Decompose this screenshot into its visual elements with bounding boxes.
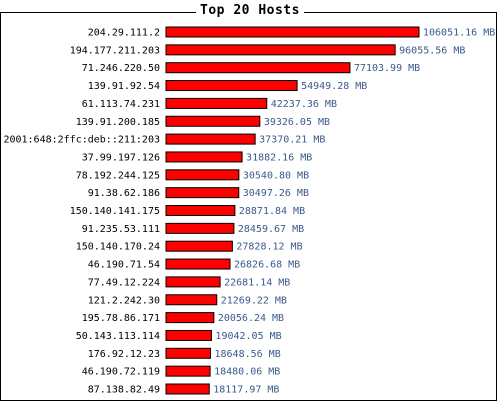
category-label: 204.29.111.2 — [88, 28, 160, 39]
value-label: 28459.67 MB — [238, 224, 304, 235]
value-label: 30540.80 MB — [243, 170, 309, 181]
category-label: 78.192.244.125 — [76, 170, 160, 181]
bar — [165, 347, 211, 359]
value-label: 20056.24 MB — [218, 313, 284, 324]
bar — [165, 365, 211, 377]
category-label: 139.91.92.54 — [88, 81, 160, 92]
value-label: 27828.12 MB — [236, 242, 302, 253]
category-label: 194.177.211.203 — [70, 45, 160, 56]
category-label: 91.38.62.186 — [88, 188, 160, 199]
bar — [165, 312, 215, 324]
category-label: 61.113.74.231 — [82, 99, 160, 110]
bar — [165, 187, 240, 199]
bar — [165, 133, 256, 145]
value-label: 106051.16 MB — [423, 28, 495, 39]
bar — [165, 276, 221, 288]
value-label: 18480.06 MB — [214, 367, 280, 378]
chart-title: Top 20 Hosts — [0, 3, 500, 19]
value-label: 42237.36 MB — [271, 99, 337, 110]
bar — [165, 97, 268, 109]
bar — [165, 62, 351, 74]
bar — [165, 329, 212, 341]
value-label: 37370.21 MB — [259, 135, 325, 146]
category-label: 77.49.12.224 — [88, 277, 160, 288]
category-label: 150.140.170.24 — [76, 242, 160, 253]
bar — [165, 240, 233, 252]
category-label: 46.190.72.119 — [82, 367, 160, 378]
bar — [165, 80, 298, 92]
category-label: 150.140.141.175 — [70, 206, 160, 217]
bar — [165, 383, 210, 395]
value-label: 26826.68 MB — [234, 260, 300, 271]
bar — [165, 26, 420, 38]
value-label: 18117.97 MB — [213, 385, 279, 396]
category-label: 176.92.12.23 — [88, 349, 160, 360]
bar — [165, 169, 240, 181]
category-label: 2001:648:2ffc:deb::211:203 — [3, 135, 160, 146]
value-label: 39326.05 MB — [264, 117, 330, 128]
bar — [165, 44, 396, 56]
category-label: 37.99.197.126 — [82, 152, 160, 163]
value-label: 22681.14 MB — [224, 277, 290, 288]
category-label: 195.78.86.171 — [82, 313, 160, 324]
category-label: 121.2.242.30 — [88, 295, 160, 306]
category-label: 46.190.71.54 — [88, 260, 160, 271]
chart-title-text: Top 20 Hosts — [196, 3, 304, 18]
bar — [165, 222, 235, 234]
bar — [165, 294, 218, 306]
category-label: 91.235.53.111 — [82, 224, 160, 235]
value-label: 54949.28 MB — [301, 81, 367, 92]
bar — [165, 115, 261, 127]
bar — [165, 258, 231, 270]
value-label: 19042.05 MB — [215, 331, 281, 342]
value-label: 77103.99 MB — [354, 63, 420, 74]
bar — [165, 151, 243, 163]
value-label: 18648.56 MB — [214, 349, 280, 360]
value-label: 30497.26 MB — [243, 188, 309, 199]
value-label: 21269.22 MB — [221, 295, 287, 306]
category-label: 87.138.82.49 — [88, 385, 160, 396]
value-label: 28871.84 MB — [239, 206, 305, 217]
category-label: 71.246.220.50 — [82, 63, 160, 74]
category-label: 139.91.200.185 — [76, 117, 160, 128]
value-label: 96055.56 MB — [399, 45, 465, 56]
category-label: 50.143.113.114 — [76, 331, 160, 342]
bar — [165, 205, 236, 216]
value-label: 31882.16 MB — [246, 152, 312, 163]
